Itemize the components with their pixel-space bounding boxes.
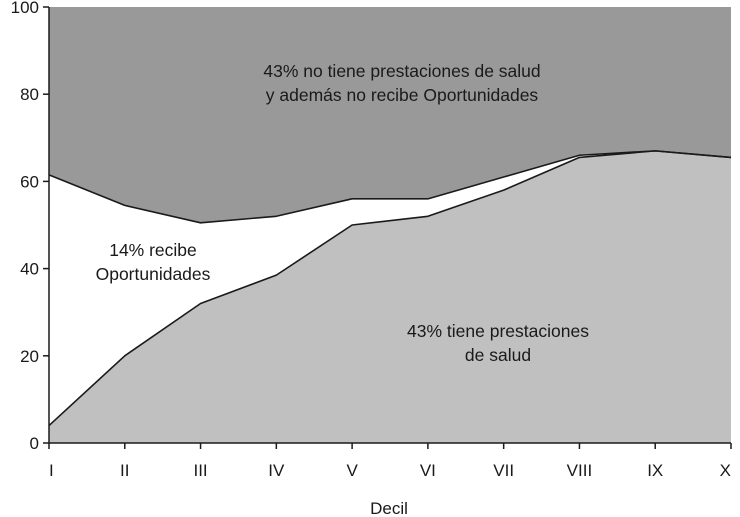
x-tick-label: I — [49, 461, 54, 480]
annotation-top-line-2: y además no recibe Oportunidades — [266, 85, 539, 105]
axes — [48, 7, 731, 444]
y-tick-label: 40 — [20, 260, 39, 279]
area-sin-cobertura — [49, 7, 731, 223]
boundary-lines — [48, 150, 732, 427]
area-layer — [49, 7, 731, 443]
x-ticks: I II III IV V VI VII VIII IX X — [48, 443, 732, 480]
x-tick-label: VI — [420, 461, 436, 480]
y-tick-label: 0 — [30, 434, 39, 453]
y-ticks: 0 20 40 60 80 100 — [11, 0, 49, 453]
annotation-middle-line-2: Oportunidades — [96, 264, 211, 284]
x-tick-label: II — [120, 461, 129, 480]
line-prestaciones-boundary — [48, 150, 732, 427]
y-tick-label: 20 — [20, 347, 39, 366]
x-tick-label: V — [346, 461, 358, 480]
x-axis-title: Decil — [370, 499, 408, 517]
line-oportunidades-boundary — [48, 150, 732, 224]
y-tick-label: 80 — [20, 85, 39, 104]
annotation-middle-line-1: 14% recibe — [109, 240, 197, 260]
annotation-top-line-1: 43% no tiene prestaciones de salud — [263, 61, 540, 81]
x-tick-label: VII — [493, 461, 514, 480]
area-oportunidades — [49, 150, 731, 426]
x-tick-label: VIII — [567, 461, 593, 480]
x-tick-label: IV — [268, 461, 285, 480]
x-tick-label: III — [193, 461, 207, 480]
x-tick-label: X — [720, 461, 731, 480]
x-tick-label: IX — [647, 461, 663, 480]
area-prestaciones — [49, 150, 731, 443]
annotation-bottom-line-2: de salud — [465, 345, 531, 365]
y-tick-label: 100 — [11, 0, 39, 17]
annotation-bottom-line-1: 43% tiene prestaciones — [407, 321, 589, 341]
y-tick-label: 60 — [20, 172, 39, 191]
